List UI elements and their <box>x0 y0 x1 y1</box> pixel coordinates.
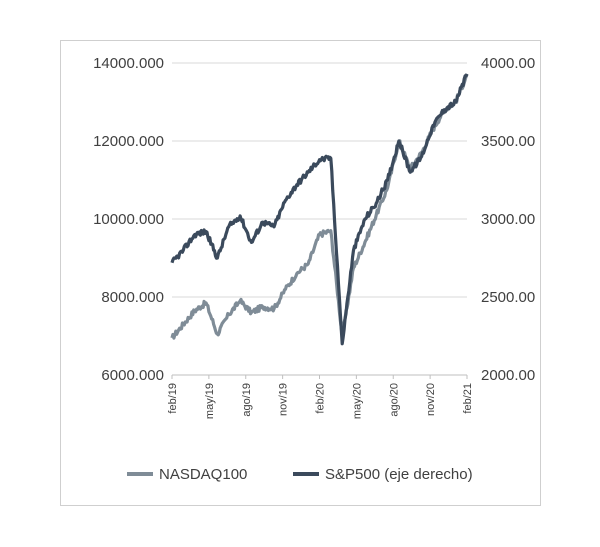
legend-label: S&P500 (eje derecho) <box>325 466 473 483</box>
left-tick-label: 10000.000 <box>93 211 164 228</box>
right-tick-label: 3000.00 <box>481 211 535 228</box>
legend-label: NASDAQ100 <box>159 466 247 483</box>
x-tick-label: nov/20 <box>425 383 437 416</box>
x-tick-label: feb/21 <box>462 383 474 414</box>
left-tick-label: 8000.000 <box>101 289 164 306</box>
x-tick-label: nov/19 <box>278 383 290 416</box>
x-tick-label: may/19 <box>204 383 216 419</box>
x-axis: feb/19 may/19 ago/19 nov/19 feb/20 may/20 ago/… <box>167 374 474 419</box>
line-chart: 6000.000 8000.000 10000.000 12000.000 14000.… <box>93 55 535 483</box>
left-tick-label: 6000.000 <box>101 367 164 384</box>
x-tick-label: feb/19 <box>167 383 179 414</box>
series-line-sp500 <box>170 73 469 346</box>
left-y-axis: 6000.000 8000.000 10000.000 12000.000 14000.… <box>93 55 164 384</box>
chart-frame: 6000.000 8000.000 10000.000 12000.000 14000.… <box>60 40 541 506</box>
grid-lines <box>172 62 467 298</box>
series-lines <box>170 73 469 346</box>
right-tick-label: 2000.00 <box>481 367 535 384</box>
right-tick-label: 3500.00 <box>481 133 535 150</box>
x-tick-label: may/20 <box>351 383 363 419</box>
series-line-nasdaq100 <box>170 73 469 340</box>
x-tick-label: feb/20 <box>315 383 327 414</box>
right-y-axis: 2000.00 2500.00 3000.00 3500.00 4000.00 <box>481 55 535 384</box>
x-tick-label: ago/19 <box>241 383 253 417</box>
left-tick-label: 12000.000 <box>93 133 164 150</box>
right-tick-label: 4000.00 <box>481 55 535 72</box>
left-tick-label: 14000.000 <box>93 55 164 72</box>
x-tick-label: ago/20 <box>388 383 400 417</box>
legend: NASDAQ100 S&P500 (eje derecho) <box>127 466 473 483</box>
right-tick-label: 2500.00 <box>481 289 535 306</box>
